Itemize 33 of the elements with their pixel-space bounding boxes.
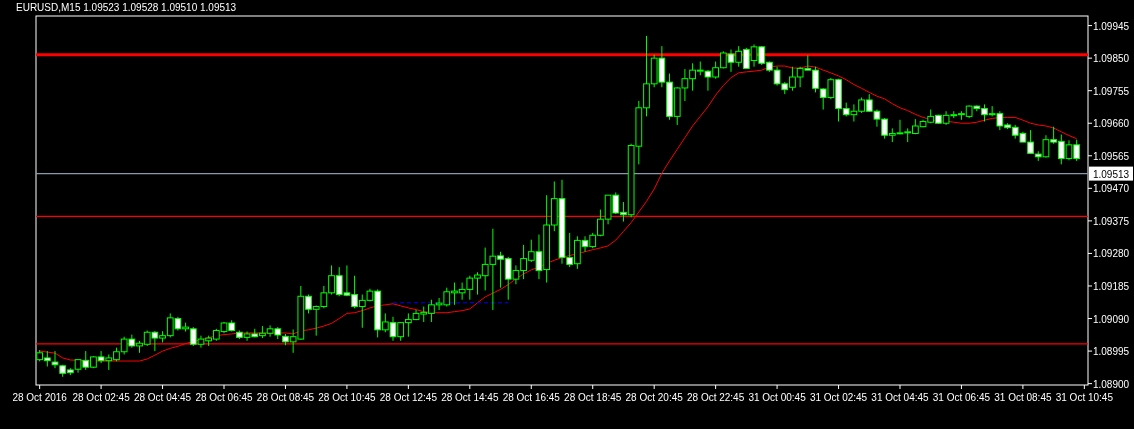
- y-tick-label: 1.09470: [1092, 183, 1130, 195]
- x-tick-label: 31 Oct 00:45: [748, 392, 807, 403]
- y-tick-label: 1.09755: [1092, 85, 1130, 97]
- x-tick-label: 28 Oct 14:45: [441, 392, 499, 403]
- candlestick: [51, 350, 59, 369]
- ref-line-label: 1.09513: [1092, 168, 1130, 180]
- x-tick-label: 31 Oct 04:45: [871, 392, 930, 403]
- y-tick-label: 1.08900: [1092, 378, 1130, 390]
- x-tick-label: 31 Oct 02:45: [809, 392, 868, 403]
- x-tick-label: 28 Oct 10:45: [318, 392, 376, 403]
- y-tick-label: 1.09185: [1092, 280, 1130, 292]
- y-tick-label: 1.08995: [1092, 346, 1130, 358]
- x-tick-label: 28 Oct 2016: [12, 392, 68, 403]
- x-tick-label: 28 Oct 16:45: [502, 392, 561, 403]
- x-tick-label: 31 Oct 10:45: [1055, 392, 1114, 403]
- x-tick-label: 28 Oct 18:45: [564, 392, 622, 403]
- x-tick-label: 28 Oct 06:45: [195, 392, 254, 403]
- x-tick-label: 28 Oct 08:45: [256, 392, 315, 403]
- y-tick-label: 1.09090: [1092, 313, 1130, 325]
- x-tick-label: 28 Oct 20:45: [625, 392, 684, 403]
- x-tick-label: 28 Oct 04:45: [133, 392, 192, 403]
- x-tick-label: 31 Oct 08:45: [994, 392, 1052, 403]
- y-tick-label: 1.09850: [1092, 53, 1130, 65]
- x-tick-label: 28 Oct 12:45: [379, 392, 438, 403]
- y-tick-label: 1.09280: [1092, 248, 1130, 260]
- y-tick-label: 1.09945: [1092, 20, 1130, 32]
- y-tick-label: 1.09660: [1092, 118, 1130, 130]
- x-tick-label: 31 Oct 06:45: [932, 392, 991, 403]
- y-tick-label: 1.09375: [1092, 215, 1130, 227]
- x-tick-label: 28 Oct 22:45: [687, 392, 745, 403]
- y-tick-label: 1.09565: [1092, 150, 1130, 162]
- x-tick-label: 28 Oct 02:45: [72, 392, 131, 403]
- chart-title: EURUSD,M15 1.09523 1.09528 1.09510 1.09513: [16, 2, 237, 13]
